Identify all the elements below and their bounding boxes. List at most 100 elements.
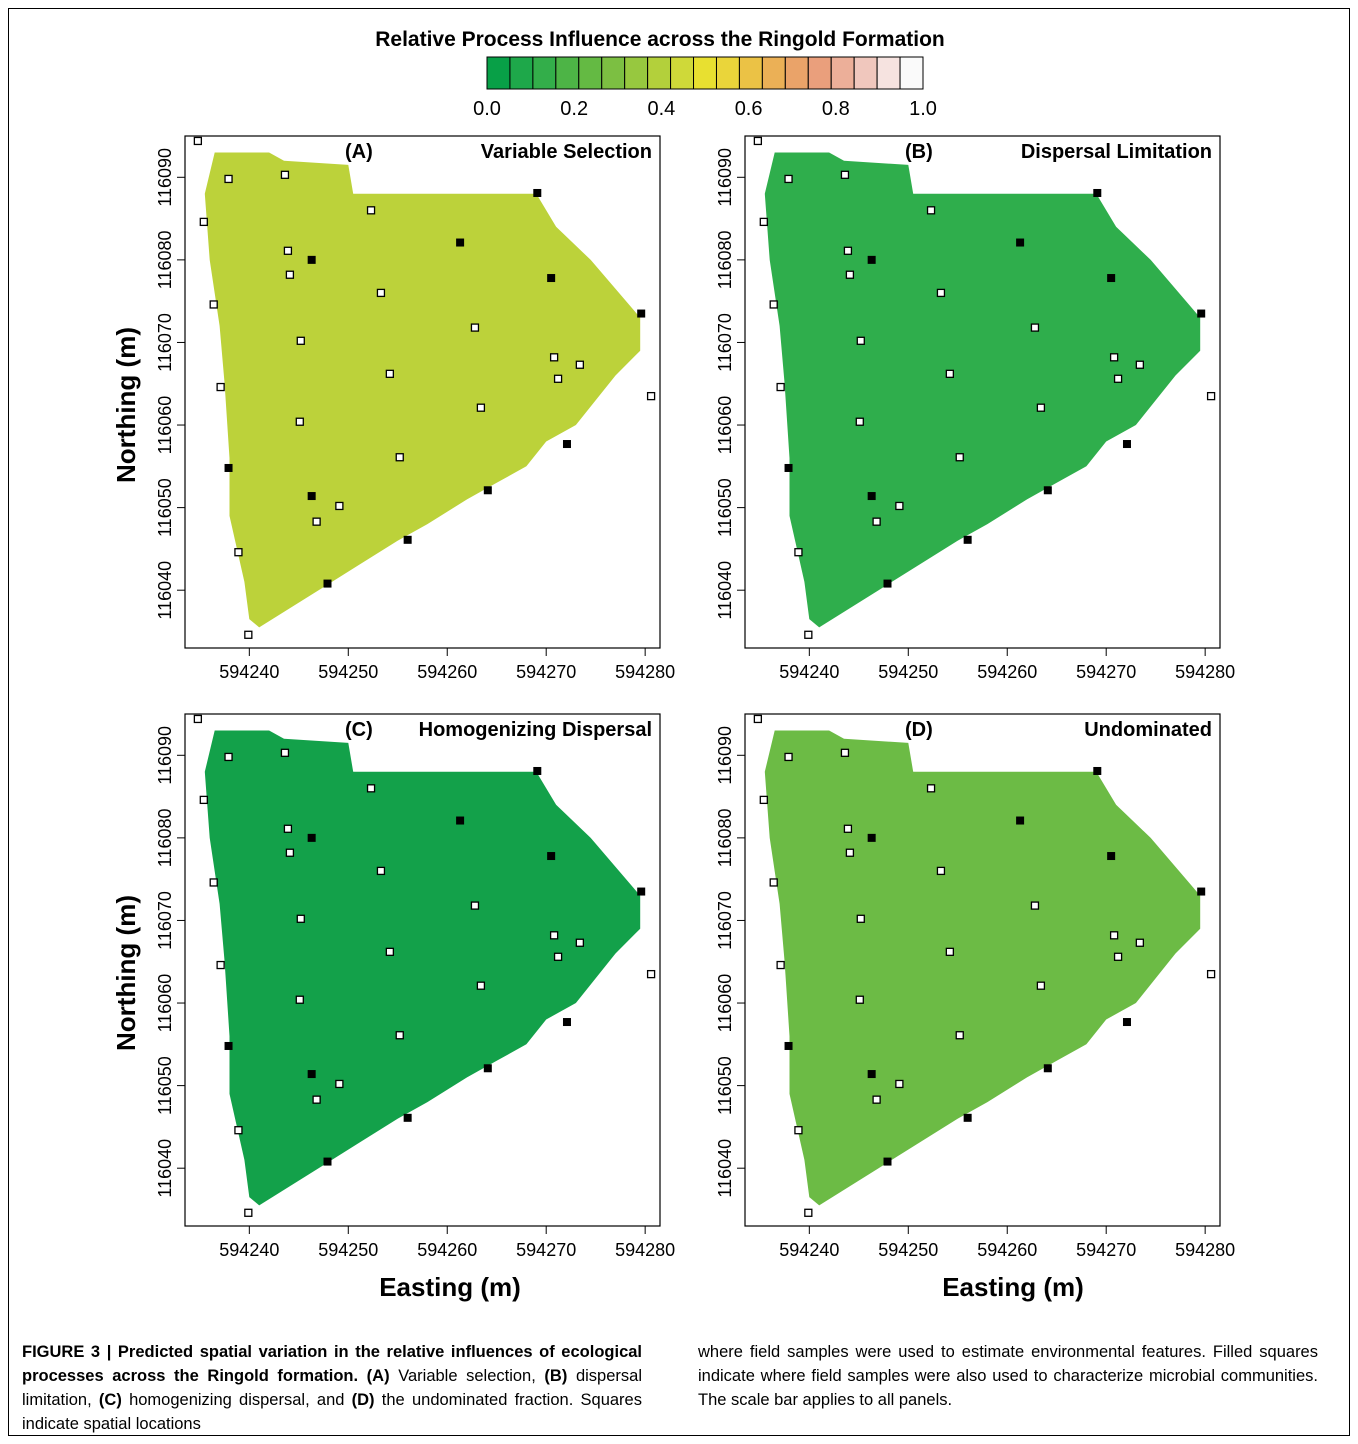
y-tick-label: 116040 xyxy=(715,561,735,620)
color-scale-swatch xyxy=(899,56,924,90)
sample-open-square xyxy=(776,960,785,970)
y-tick-label: 116090 xyxy=(715,726,735,785)
sample-open-square xyxy=(776,382,785,392)
sample-open-square xyxy=(895,501,904,511)
sample-open-square xyxy=(926,784,936,793)
sample-open-square xyxy=(1206,969,1216,979)
sample-filled-square xyxy=(483,486,492,495)
x-tick-label: 594260 xyxy=(977,662,1037,682)
x-tick-label: 594260 xyxy=(417,662,477,682)
sample-open-square xyxy=(1036,403,1046,412)
sample-filled-square xyxy=(867,1070,876,1079)
y-tick-label: 116060 xyxy=(155,974,175,1033)
legend-title: Relative Process Influence across the Ri… xyxy=(375,28,945,51)
sample-open-square xyxy=(955,453,964,462)
sample-open-square xyxy=(216,382,225,392)
caption-text-1: Variable selection, xyxy=(389,1367,536,1385)
y-tick-label: 116040 xyxy=(155,561,175,620)
panel-c-homogenizing-dispersal: 594240 594250 594260 594270 594280 116040 1160… xyxy=(100,708,680,1278)
sample-open-square xyxy=(1113,374,1123,383)
y-tick-label: 116050 xyxy=(715,1056,735,1115)
y-tick-label: 116070 xyxy=(715,313,735,372)
sample-filled-square xyxy=(1107,274,1116,283)
sample-open-square xyxy=(385,369,394,378)
map-plot: 594240 594250 594260 594270 594280 116040 1160… xyxy=(715,713,1235,1260)
sample-open-square xyxy=(1030,323,1040,332)
color-scale-tick-label: 0.0 xyxy=(473,98,501,120)
plot-frame xyxy=(744,713,1221,1227)
sample-open-square xyxy=(470,323,480,332)
sample-open-square xyxy=(646,391,656,401)
y-tick-label: 116070 xyxy=(155,313,175,372)
prediction-surface xyxy=(764,152,1201,628)
sample-open-square xyxy=(646,969,656,979)
sample-open-square xyxy=(753,136,763,146)
sample-open-square xyxy=(1109,931,1119,940)
y-axis-title-top: Northing (m) xyxy=(111,327,141,483)
sample-open-square xyxy=(1109,353,1119,362)
sample-filled-square xyxy=(1043,1064,1052,1073)
y-tick-label: 116060 xyxy=(715,974,735,1033)
sample-filled-square xyxy=(323,1157,332,1166)
y-tick-label: 116070 xyxy=(715,891,735,950)
sample-filled-square xyxy=(1122,1018,1131,1027)
color-scale-tick-label: 1.0 xyxy=(909,98,937,120)
sample-filled-square xyxy=(403,1113,412,1122)
sample-open-square xyxy=(840,170,850,179)
sample-open-square xyxy=(280,170,290,179)
sample-open-square xyxy=(335,501,344,511)
plot-frame xyxy=(184,713,661,1227)
sample-open-square xyxy=(1113,952,1123,961)
sample-open-square xyxy=(395,453,404,462)
sample-open-square xyxy=(753,714,763,724)
panel-label: (B) xyxy=(905,141,933,163)
sample-filled-square xyxy=(562,440,571,449)
x-tick-label: 594260 xyxy=(417,1240,477,1260)
color-scale-swatch xyxy=(853,56,878,90)
x-tick-label: 594270 xyxy=(1076,1240,1136,1260)
sample-open-square xyxy=(794,548,803,557)
caption-ref-a: (A) xyxy=(358,1367,390,1385)
sample-open-square xyxy=(296,914,305,923)
prediction-surface xyxy=(764,730,1201,1206)
x-axis-title-right: Easting (m) xyxy=(942,1272,1084,1302)
panel-title: Homogenizing Dispersal xyxy=(419,719,652,741)
caption-label: FIGURE 3 | xyxy=(22,1343,112,1361)
sample-open-square xyxy=(769,878,778,887)
sample-filled-square xyxy=(224,1041,233,1050)
sample-open-square xyxy=(759,217,768,227)
color-scale-tick-label: 0.2 xyxy=(560,98,589,120)
sample-filled-square xyxy=(533,766,542,775)
sample-open-square xyxy=(553,952,563,961)
sample-filled-square xyxy=(637,887,646,896)
sample-open-square xyxy=(845,848,855,857)
sample-open-square xyxy=(549,931,559,940)
sample-filled-square xyxy=(224,463,233,472)
sample-filled-square xyxy=(483,1064,492,1073)
sample-filled-square xyxy=(1093,188,1102,197)
panel-title: Variable Selection xyxy=(481,141,652,163)
sample-filled-square xyxy=(883,579,892,588)
panel-a-variable-selection: 594240 594250 594260 594270 594280 116040 1160… xyxy=(100,130,680,700)
y-tick-label: 116050 xyxy=(155,478,175,537)
sample-filled-square xyxy=(533,188,542,197)
y-tick-label: 116080 xyxy=(155,231,175,290)
y-tick-label: 116090 xyxy=(155,726,175,785)
sample-open-square xyxy=(234,1126,243,1135)
sample-filled-square xyxy=(1043,486,1052,495)
sample-open-square xyxy=(285,848,295,857)
sample-open-square xyxy=(804,630,813,639)
sample-open-square xyxy=(395,1031,404,1040)
y-tick-label: 116050 xyxy=(715,478,735,537)
color-scale-tick-label: 0.8 xyxy=(821,98,850,120)
sample-filled-square xyxy=(784,1041,793,1050)
sample-open-square xyxy=(936,866,946,876)
caption-text-4: the undominated fraction. Squares indica… xyxy=(22,1391,642,1433)
sample-filled-square xyxy=(307,1070,316,1079)
sample-open-square xyxy=(280,748,290,757)
plot-frame xyxy=(744,135,1221,649)
sample-open-square xyxy=(283,824,293,833)
y-tick-label: 116080 xyxy=(715,231,735,290)
sample-open-square xyxy=(312,517,321,526)
sample-filled-square xyxy=(403,535,412,544)
